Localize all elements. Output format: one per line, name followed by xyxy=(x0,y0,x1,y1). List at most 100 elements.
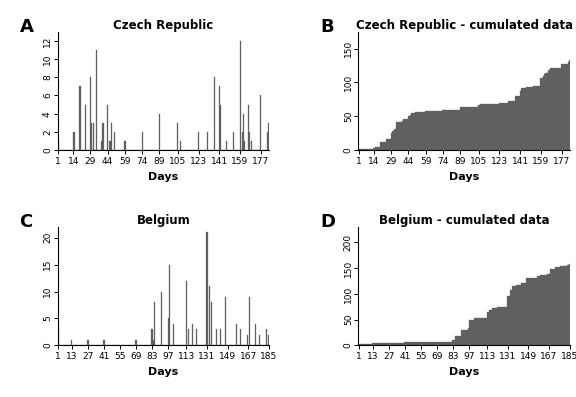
Bar xyxy=(526,279,528,345)
Bar xyxy=(473,107,475,150)
Bar xyxy=(447,110,448,150)
Bar xyxy=(364,344,365,345)
Bar xyxy=(386,343,387,345)
Bar xyxy=(91,123,92,150)
Bar xyxy=(399,122,400,150)
Bar xyxy=(389,139,391,150)
Bar xyxy=(402,343,403,345)
Bar xyxy=(401,122,402,150)
Bar xyxy=(180,141,181,150)
Bar xyxy=(431,111,432,150)
Bar xyxy=(525,88,526,150)
Bar xyxy=(243,114,244,150)
Bar xyxy=(373,343,374,345)
Bar xyxy=(424,342,425,345)
Bar xyxy=(547,274,548,345)
Bar xyxy=(564,64,566,150)
Bar xyxy=(501,307,502,345)
Bar xyxy=(441,111,442,150)
Bar xyxy=(430,342,431,345)
Bar xyxy=(530,279,531,345)
Bar xyxy=(545,275,546,345)
Text: C: C xyxy=(20,213,33,231)
Bar xyxy=(391,343,392,345)
Bar xyxy=(528,279,529,345)
Bar xyxy=(514,286,516,345)
Bar xyxy=(376,343,377,345)
Bar xyxy=(497,307,498,345)
Bar xyxy=(513,286,514,345)
Bar xyxy=(530,87,531,150)
Bar xyxy=(471,107,472,150)
Bar xyxy=(539,276,540,345)
Bar xyxy=(446,110,447,150)
Bar xyxy=(491,310,492,345)
Bar xyxy=(515,96,516,150)
Bar xyxy=(411,113,412,150)
Bar xyxy=(489,310,490,345)
Bar xyxy=(384,343,385,345)
Bar xyxy=(467,107,468,150)
Bar xyxy=(85,104,86,150)
Bar xyxy=(552,269,553,345)
Bar xyxy=(377,343,378,345)
Bar xyxy=(505,103,506,150)
Bar xyxy=(380,343,381,345)
Bar xyxy=(414,113,415,150)
Bar xyxy=(504,307,505,345)
Bar xyxy=(537,276,538,345)
Bar xyxy=(79,87,81,150)
Bar xyxy=(422,342,423,345)
Bar xyxy=(394,343,395,345)
Bar xyxy=(482,104,483,150)
Bar xyxy=(395,129,396,150)
Bar xyxy=(516,96,517,150)
Bar xyxy=(365,344,366,345)
Bar xyxy=(503,307,504,345)
Bar xyxy=(414,342,415,345)
Bar xyxy=(548,69,550,150)
Bar xyxy=(400,343,401,345)
Bar xyxy=(374,147,376,150)
Bar xyxy=(154,303,155,345)
Bar xyxy=(457,335,458,345)
Bar xyxy=(369,344,370,345)
Bar xyxy=(513,101,514,150)
Bar xyxy=(74,132,75,150)
Title: Belgium: Belgium xyxy=(137,214,191,227)
Bar xyxy=(480,104,482,150)
Title: Czech Republic: Czech Republic xyxy=(113,19,214,32)
Bar xyxy=(370,149,371,150)
Bar xyxy=(426,342,427,345)
Bar xyxy=(242,132,243,150)
Bar xyxy=(538,276,539,345)
Bar xyxy=(468,107,469,150)
Bar xyxy=(432,111,433,150)
Bar xyxy=(409,116,410,150)
Bar xyxy=(521,88,522,150)
Bar xyxy=(363,149,364,150)
Bar xyxy=(546,275,547,345)
X-axis label: Days: Days xyxy=(149,367,179,377)
Bar xyxy=(461,107,462,150)
Bar xyxy=(543,76,544,150)
Bar xyxy=(545,73,546,150)
Bar xyxy=(401,343,402,345)
Bar xyxy=(226,141,227,150)
Bar xyxy=(540,275,541,345)
Bar xyxy=(548,274,550,345)
Bar xyxy=(394,129,395,150)
Bar xyxy=(361,344,362,345)
Bar xyxy=(487,312,488,345)
Bar xyxy=(419,112,420,150)
Bar xyxy=(556,267,558,345)
Bar xyxy=(408,116,409,150)
Bar xyxy=(426,111,427,150)
Bar xyxy=(509,296,510,345)
Bar xyxy=(480,318,481,345)
Bar xyxy=(474,318,475,345)
Bar xyxy=(358,149,359,150)
Bar xyxy=(462,107,463,150)
Bar xyxy=(364,149,365,150)
Bar xyxy=(396,343,397,345)
